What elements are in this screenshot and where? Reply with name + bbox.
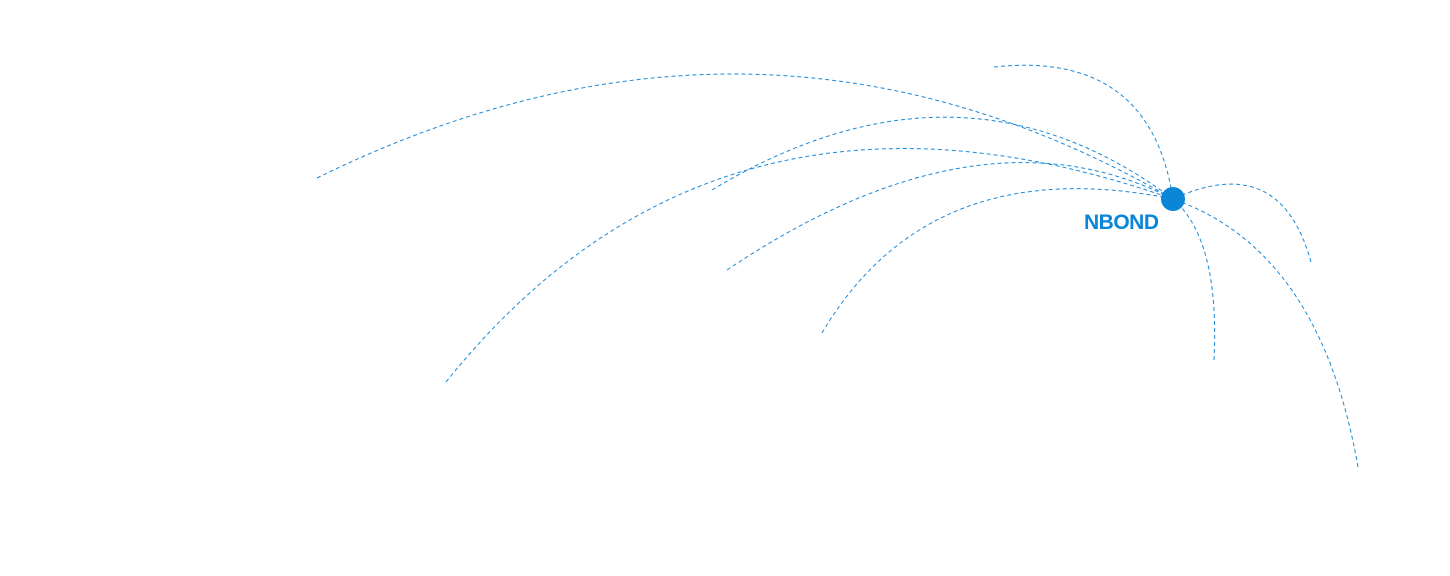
hub-node — [1161, 187, 1185, 211]
hub-label: NBOND — [1084, 211, 1159, 234]
connection-line — [726, 162, 1174, 271]
connection-line — [821, 188, 1174, 334]
connection-line — [1172, 198, 1359, 468]
connection-line — [1172, 183, 1312, 263]
connection-line — [711, 116, 1174, 200]
connection-line — [1172, 198, 1216, 361]
connection-line — [316, 73, 1174, 200]
connection-line — [445, 148, 1174, 383]
connection-line — [993, 64, 1174, 200]
